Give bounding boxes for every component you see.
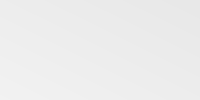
Bar [111,40,118,89]
Bar [87,45,94,89]
Bar [53,52,60,89]
Bar [157,31,164,89]
Bar [134,36,141,89]
Bar [145,34,152,89]
Bar [76,47,83,89]
Text: 3.2: 3.2 [160,11,184,26]
Bar [99,42,106,89]
Y-axis label: Market Value in USD Billion: Market Value in USD Billion [0,0,14,100]
Bar [41,55,48,89]
Circle shape [170,10,188,30]
Bar [168,27,175,89]
Text: 2.07: 2.07 [51,33,85,48]
Bar [122,38,129,89]
Text: 2.17: 2.17 [62,31,96,46]
Bar [30,57,37,89]
Bar [64,49,71,89]
